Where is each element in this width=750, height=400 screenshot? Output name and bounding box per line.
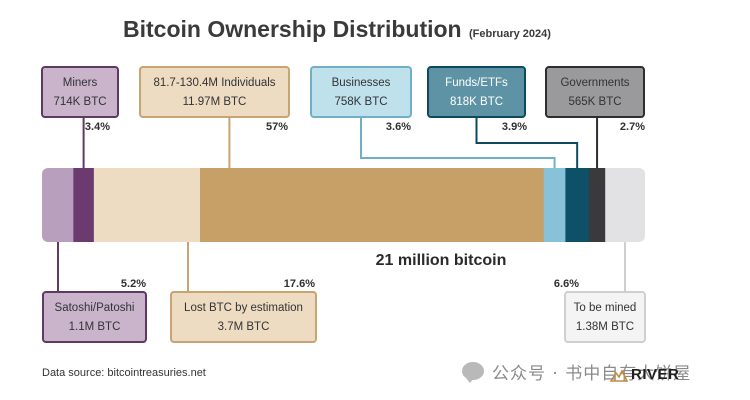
callout-value-miners: 714K BTC: [53, 96, 106, 108]
connector-funds-etfs: [475, 117, 579, 168]
percent-label-governments: 2.7%: [620, 121, 645, 133]
percent-label-81-7-130-4m-individuals: 57%: [266, 121, 288, 133]
callout-box-businesses: Businesses 758K BTC: [310, 66, 412, 118]
bar-segment-satoshi-patoshi: [42, 168, 74, 242]
callout-box-governments: Governments 565K BTC: [545, 66, 645, 118]
callout-value-governments: 565K BTC: [568, 96, 621, 108]
callout-connectors: [57, 117, 626, 292]
callout-name-miners: Miners: [63, 77, 98, 89]
callout-name-lost-btc-by-estimation: Lost BTC by estimation: [184, 302, 303, 314]
callout-value-lost-btc-by-estimation: 3.7M BTC: [218, 321, 270, 333]
connector-businesses: [360, 117, 556, 168]
chat-bubble-icon: [462, 362, 484, 383]
percent-label-businesses: 3.6%: [386, 121, 411, 133]
bar-segment-businesses: [543, 168, 566, 242]
callout-value-businesses: 758K BTC: [334, 96, 387, 108]
bar-segment-miners: [73, 168, 95, 242]
callout-box-lost-btc-by-estimation: Lost BTC by estimation 3.7M BTC: [170, 291, 317, 343]
stacked-bar: [42, 168, 645, 242]
bar-segment-funds-etfs: [565, 168, 590, 242]
callout-box-81-7-130-4m-individuals: 81.7-130.4M Individuals 11.97M BTC: [139, 66, 290, 118]
callout-box-funds-etfs: Funds/ETFs 818K BTC: [427, 66, 526, 118]
callout-box-to-be-mined: To be mined 1.38M BTC: [564, 291, 646, 343]
callout-name-81-7-130-4m-individuals: 81.7-130.4M Individuals: [153, 77, 275, 89]
watermark-text: 公众号 · 书中自有大饼屋: [492, 363, 692, 384]
chart-title: Bitcoin Ownership Distribution: [123, 16, 462, 42]
callout-name-governments: Governments: [560, 77, 629, 89]
callout-value-to-be-mined: 1.38M BTC: [576, 321, 634, 333]
callout-name-businesses: Businesses: [332, 77, 391, 89]
mountain-logo-icon: [610, 368, 628, 382]
percent-label-satoshi-patoshi: 5.2%: [121, 278, 146, 290]
chart-subtitle: (February 2024): [469, 28, 551, 40]
percent-label-miners: 3.4%: [85, 121, 110, 133]
bar-segment-governments: [588, 168, 606, 242]
data-source-note: Data source: bitcointreasuries.net: [42, 367, 206, 379]
river-logo: RIVER: [610, 366, 679, 383]
callout-box-miners: Miners 714K BTC: [41, 66, 119, 118]
callout-box-satoshi-patoshi: Satoshi/Patoshi 1.1M BTC: [42, 291, 147, 343]
callout-name-to-be-mined: To be mined: [574, 302, 637, 314]
percent-labels: 5.2% 3.4% 17.6% 57% 3.6% 3.9% 2.7% 6.6%: [85, 121, 645, 290]
bar-segment-81-7-130-4m-individuals: [199, 168, 545, 242]
bar-segment-to-be-mined: [605, 168, 645, 242]
callout-value-81-7-130-4m-individuals: 11.97M BTC: [183, 96, 247, 108]
callout-value-funds-etfs: 818K BTC: [450, 96, 503, 108]
callout-name-funds-etfs: Funds/ETFs: [445, 77, 508, 89]
callout-value-satoshi-patoshi: 1.1M BTC: [69, 321, 121, 333]
percent-label-to-be-mined: 6.6%: [554, 278, 579, 290]
percent-label-funds-etfs: 3.9%: [502, 121, 527, 133]
callout-boxes: Satoshi/Patoshi 1.1M BTC Miners 714K BTC Los…: [41, 66, 646, 343]
percent-label-lost-btc-by-estimation: 17.6%: [284, 278, 315, 290]
callout-name-satoshi-patoshi: Satoshi/Patoshi: [55, 302, 135, 314]
bar-segment-lost-btc-by-estimation: [93, 168, 201, 242]
bar-total-label: 21 million bitcoin: [376, 252, 507, 269]
watermark: 公众号 · 书中自有大饼屋: [462, 358, 691, 384]
brand-name: RIVER: [631, 366, 680, 383]
